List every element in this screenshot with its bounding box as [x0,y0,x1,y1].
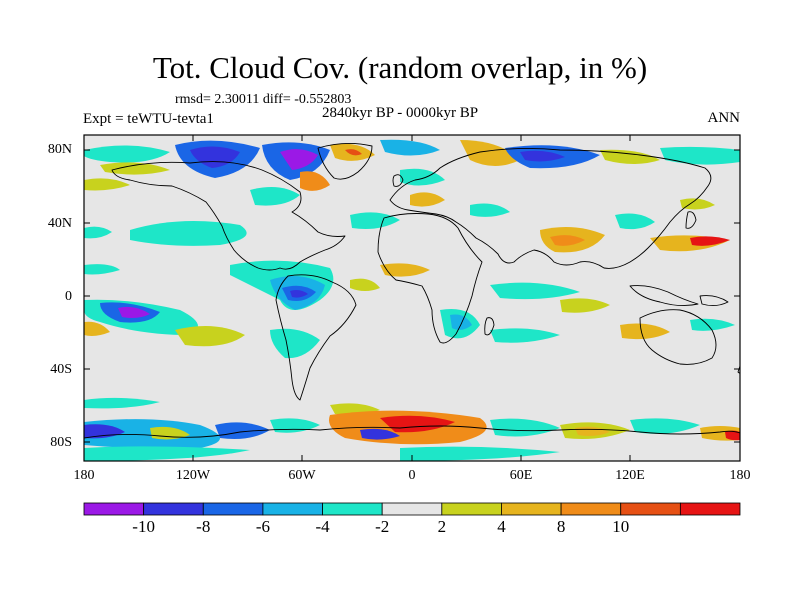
anomaly-patch [660,146,740,165]
colorbar-swatch [560,502,622,516]
lon-label-60w: 60W [288,468,316,483]
anomaly-patch [84,145,170,163]
anomaly-patch [690,318,735,331]
anomaly-patch [175,326,245,347]
anomaly-patch [520,150,565,162]
colorbar [83,502,741,516]
colorbar-swatch [441,502,502,516]
colorbar-label: -8 [196,517,211,536]
anomaly-patch [550,235,585,246]
coast-north-america [111,161,346,271]
lat-label-0: 0 [65,289,72,304]
coast-indonesia [629,285,699,307]
coast-australia [639,309,717,365]
colorbar-swatch [262,502,323,516]
coast-antarctica [84,425,740,439]
anomaly-patch [300,171,330,191]
lon-label-180e: 180 [729,468,751,483]
anomaly-patch [630,418,700,434]
lon-label-120w: 120W [175,468,211,483]
anomaly-patch [490,282,580,300]
axis-ticks [83,135,741,461]
anomaly-patch [560,298,610,313]
anomaly-patch [615,213,655,230]
coast-south-america [275,274,357,401]
coast-uk [392,174,404,187]
lon-label-120e: 120E [615,468,645,483]
colorbar-label: 2 [437,517,447,536]
coast-greenland [317,143,373,180]
anomaly-patch [280,149,318,170]
colorbar-label: 8 [556,517,566,536]
season-text: ANN [707,110,741,126]
map-title: Tot. Cloud Cov. (random overlap, in %) [152,50,648,85]
lat-label-40s: 40S [50,362,72,377]
lat-label-40n: 40N [47,216,72,231]
colorbar-label: 4 [497,517,506,536]
colorbar-swatch [620,502,681,516]
anomaly-patch [270,328,320,359]
colorbar-swatch [322,502,383,516]
anomaly-patch [118,306,150,318]
lat-label-80n: 80N [47,142,72,157]
coast-madagascar [484,317,495,336]
colorbar-swatch [202,502,264,516]
anomaly-patch [84,178,130,191]
anomaly-patch [130,221,247,246]
anomaly-patch [410,192,445,207]
anomaly-patch [620,323,670,340]
anomaly-patch [215,422,270,439]
anomaly-patch [100,162,170,175]
colorbar-swatch [501,502,562,516]
coast-eurasia [389,147,712,269]
anomaly-patch [490,328,560,343]
anomaly-patch [680,198,715,210]
anomaly-patch [380,263,430,277]
stats-text: rmsd= 2.30011 diff= -0.552803 [175,92,352,107]
anomaly-patch [690,236,730,246]
anomaly-patch [250,186,300,206]
anomaly-patch [290,290,308,298]
coast-africa [377,213,483,344]
anomaly-patch [400,446,560,461]
colorbar-label: -6 [255,517,270,536]
colorbar-swatch [143,502,204,516]
lon-label-180w: 180 [73,468,95,483]
anomaly-patch [84,446,250,461]
colorbar-label: 10 [612,517,630,536]
map-background [84,135,740,461]
lat-label-80s: 80S [50,435,72,450]
coast-new-guinea [699,295,729,307]
colorbar-swatch [83,502,145,516]
anomaly-patch [350,278,380,291]
anomaly-patch [600,149,660,164]
experiment-text: Expt = teWTU-tevta1 [83,111,214,127]
anomaly-patch [470,203,510,217]
colorbar-label: -4 [315,517,330,536]
colorbar-label: -10 [132,517,155,536]
lon-label-0: 0 [408,468,416,483]
anomaly-patch [84,321,110,336]
period-text: 2840kyr BP - 0000kyr BP [322,105,479,121]
anomaly-patch [450,314,472,330]
coast-japan [685,211,697,229]
colorbar-swatch [679,502,741,516]
colorbar-swatch [381,502,443,516]
coastlines [84,143,740,439]
anomaly-patch [345,149,362,156]
anomaly-patch [84,264,120,275]
anomaly-patch [725,430,740,441]
lon-label-60e: 60E [509,468,533,483]
anomaly-patch [84,226,112,239]
anomaly-patch [460,140,520,166]
colorbar-label: -2 [375,517,390,536]
anomaly-patch [84,397,160,409]
anomaly-patch [360,428,400,440]
anomaly-patch [490,418,560,437]
anomaly-patch [380,139,440,156]
